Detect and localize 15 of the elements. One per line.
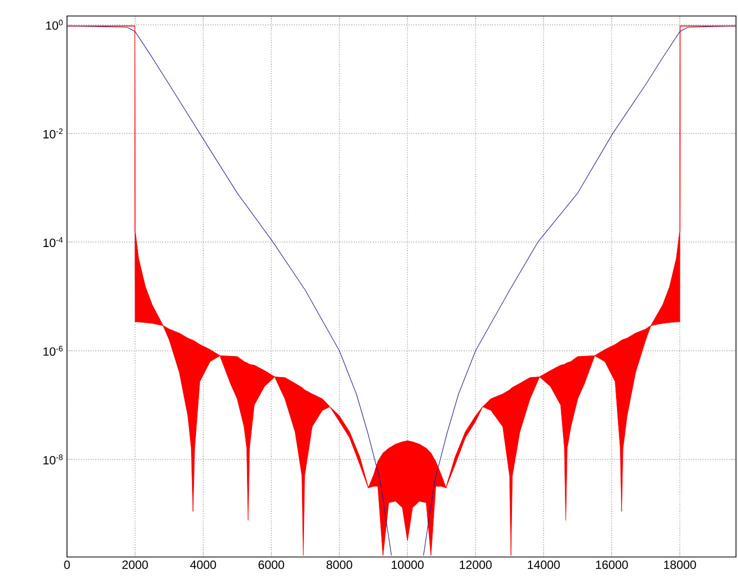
x-tick-label: 8000: [326, 560, 352, 569]
x-tick-label: 18000: [664, 560, 696, 569]
y-tick-label: 10$^{-8}$: [44, 454, 63, 464]
x-tick-label: 12000: [460, 560, 492, 569]
x-tick-label: 2000: [122, 560, 148, 569]
y-tick-label: 10$^{-4}$: [44, 237, 63, 248]
x-tick-label: 10000: [392, 560, 424, 569]
x-tick-label: 6000: [258, 560, 284, 569]
x-tick-label: 4000: [190, 560, 216, 569]
x-tick-label: 0: [64, 560, 70, 569]
x-tick-label: 16000: [596, 560, 628, 569]
y-tick-label: 10$^{-6}$: [44, 346, 63, 356]
y-tick-label: 10$^{0}$: [46, 20, 63, 30]
x-tick-label: 14000: [528, 560, 560, 569]
y-tick-label: 10$^{-2}$: [44, 128, 63, 138]
